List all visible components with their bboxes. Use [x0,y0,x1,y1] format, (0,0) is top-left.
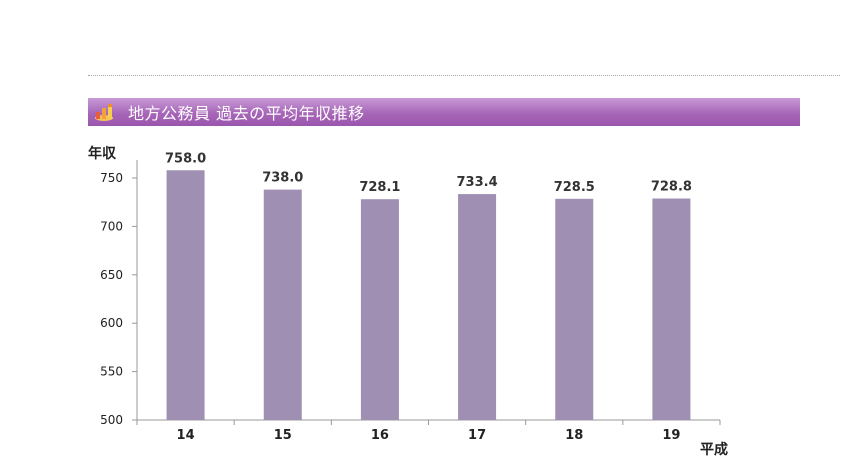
y-tick-label: 750 [100,171,123,185]
y-tick-label: 500 [100,413,123,427]
x-tick-label: 16 [371,428,389,443]
chart-title: 地方公務員 過去の平均年収推移 [128,104,365,123]
bar-value-label: 728.1 [359,180,400,195]
x-tick-label: 15 [274,428,292,443]
dotted-divider [88,75,840,76]
chart-labels: 500 550 600 650 700 750 758.0 14 738.0 15 728.1 16 7… [100,151,692,443]
y-tick-label: 550 [100,365,123,379]
bar-chart-icon [95,104,113,121]
bar-15 [263,189,302,420]
bar-19 [652,198,691,420]
bar-17 [458,194,497,420]
y-axis-title: 年収 [88,145,117,162]
chart-axes [132,160,721,425]
bar-18 [555,198,594,420]
bar-16 [360,199,399,420]
bar-14 [166,170,205,420]
x-tick-label: 14 [177,428,195,443]
x-tick-label: 18 [565,428,583,443]
chart-title-bar: 地方公務員 過去の平均年収推移 [88,98,800,126]
bar-value-label: 728.5 [554,180,595,195]
y-tick-label: 700 [100,219,123,233]
bar-value-label: 738.0 [262,171,303,186]
x-axis-title: 平成 [700,441,728,458]
y-tick-label: 600 [100,316,123,330]
bar-value-label: 758.0 [165,151,206,166]
bar-value-label: 728.8 [651,180,692,195]
x-tick-label: 19 [662,428,680,443]
bar-value-label: 733.4 [457,175,498,190]
y-tick-label: 650 [100,268,123,282]
x-tick-label: 17 [468,428,486,443]
chart-bars [166,170,691,420]
